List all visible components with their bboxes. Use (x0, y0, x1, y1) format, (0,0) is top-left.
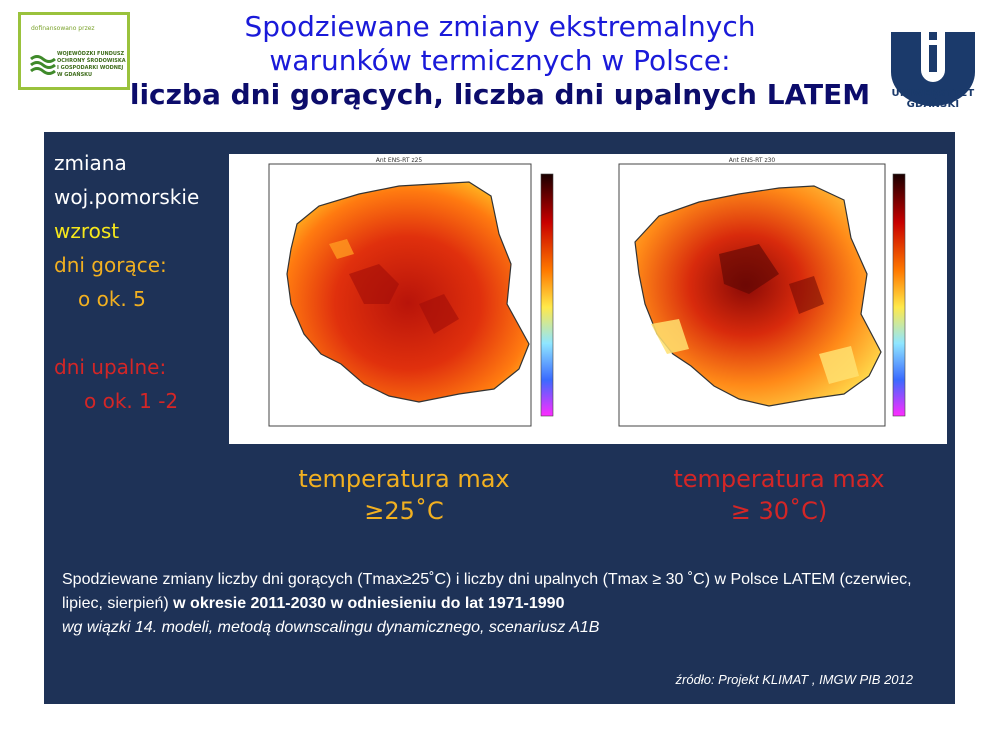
summary-hot-days-value: o ok. 5 (78, 287, 146, 311)
funded-label: dofinansowano przez (31, 25, 95, 32)
maps-image: Ant ENS-RT z25 (229, 154, 947, 444)
summary-very-hot-days-value: o ok. 1 -2 (84, 389, 179, 413)
description-period: w okresie 2011-2030 w odniesieniu do lat… (173, 595, 565, 612)
content-panel: zmiana woj.pomorskie wzrost dni gorące: … (44, 132, 955, 704)
description-text: Spodziewane zmiany liczby dni gorących (… (62, 571, 912, 612)
title-line-3: liczba dni gorących, liczba dni upalnych… (129, 78, 871, 111)
wfosigw-logo: dofinansowano przez Wojewódzki Fundusz O… (18, 12, 130, 90)
left-colorbar (540, 173, 554, 417)
hot-days-caption-line-2: ≥25˚C (364, 497, 444, 525)
title-line-1: Spodziewane zmiany ekstremalnych (244, 10, 756, 43)
description-method: wg wiązki 14. modeli, metodą downscaling… (62, 619, 600, 636)
university-logo-icon (891, 32, 975, 106)
fund-name: Wojewódzki Fundusz Ochrony Środowiska i … (57, 51, 126, 78)
very-hot-days-caption-line-2: ≥ 30˚C) (730, 497, 828, 525)
title-line-2: warunków termicznych w Polsce: (269, 44, 731, 77)
right-map-header: Ant ENS-RT z30 (729, 157, 776, 164)
summary-region: woj.pomorskie (54, 185, 200, 209)
very-hot-days-map: Ant ENS-RT z30 (618, 157, 906, 427)
summary-change: zmiana (54, 151, 127, 175)
source-note: źródło: Projekt KLIMAT , IMGW PIB 2012 (675, 672, 913, 687)
hot-days-map: Ant ENS-RT z25 (268, 157, 554, 427)
hot-days-caption: temperatura max ≥25˚C (259, 463, 549, 527)
page-title: Spodziewane zmiany ekstremalnych warunkó… (120, 10, 880, 112)
hot-days-caption-line-1: temperatura max (298, 465, 510, 493)
right-colorbar (892, 173, 906, 417)
summary-very-hot-days-label: dni upalne: (54, 355, 167, 379)
summary-hot-days-label: dni gorące: (54, 253, 167, 277)
very-hot-days-caption-line-1: temperatura max (673, 465, 885, 493)
description: Spodziewane zmiany liczby dni gorących (… (62, 568, 952, 640)
summary-increase: wzrost (54, 219, 120, 243)
summary-list: zmiana woj.pomorskie wzrost dni gorące: … (54, 146, 199, 418)
waves-icon (30, 55, 56, 75)
university-name: UNIWERSYTET GDAŃSKI (891, 88, 975, 110)
very-hot-days-caption: temperatura max ≥ 30˚C) (634, 463, 924, 527)
left-map-header: Ant ENS-RT z25 (376, 157, 423, 164)
